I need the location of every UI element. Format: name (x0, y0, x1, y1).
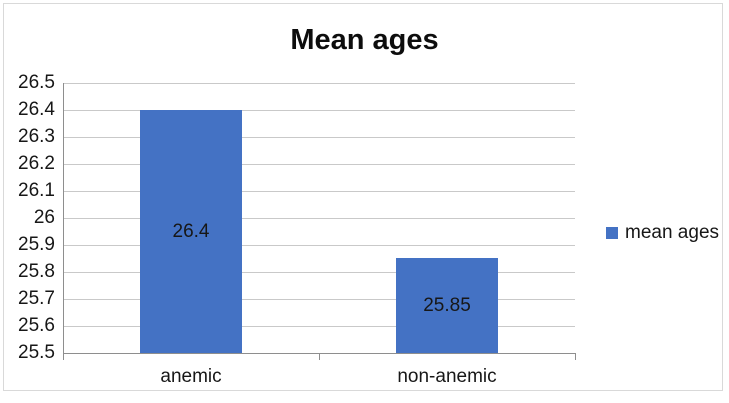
y-axis-line (63, 83, 64, 353)
chart-title: Mean ages (290, 24, 439, 56)
y-tick-label: 25.9 (18, 234, 55, 255)
y-tick-label: 26.5 (18, 72, 55, 93)
y-tick-label: 26.3 (18, 126, 55, 147)
y-tick-label: 25.7 (18, 288, 55, 309)
x-category-label: anemic (160, 366, 222, 387)
y-tick-label: 25.6 (18, 315, 55, 336)
y-tick-label: 26.2 (18, 153, 55, 174)
legend[interactable]: mean ages (606, 222, 719, 244)
gridline (63, 110, 575, 111)
gridline (63, 164, 575, 165)
axis-tick (319, 353, 320, 360)
gridline (63, 83, 575, 84)
gridline (63, 137, 575, 138)
legend-label: mean ages (625, 222, 720, 243)
gridline (63, 326, 575, 327)
gridline (63, 191, 575, 192)
chart-frame (3, 3, 723, 391)
legend-swatch-icon (606, 227, 618, 239)
axis-tick (63, 353, 64, 360)
gridline (63, 299, 575, 300)
gridline (63, 245, 575, 246)
bar-value-label: 26.4 (172, 221, 210, 242)
y-tick-label: 25.8 (18, 261, 55, 282)
axis-tick (575, 353, 576, 360)
gridline (63, 218, 575, 219)
y-tick-label: 26.1 (18, 180, 55, 201)
x-category-label: non-anemic (397, 366, 497, 387)
bar-anemic[interactable] (140, 110, 242, 353)
bar-value-label: 25.85 (423, 295, 471, 316)
y-tick-label: 25.5 (18, 342, 55, 363)
y-tick-label: 26 (33, 207, 55, 228)
bar-non-anemic[interactable] (396, 258, 498, 353)
y-tick-label: 26.4 (18, 99, 55, 120)
gridline (63, 272, 575, 273)
